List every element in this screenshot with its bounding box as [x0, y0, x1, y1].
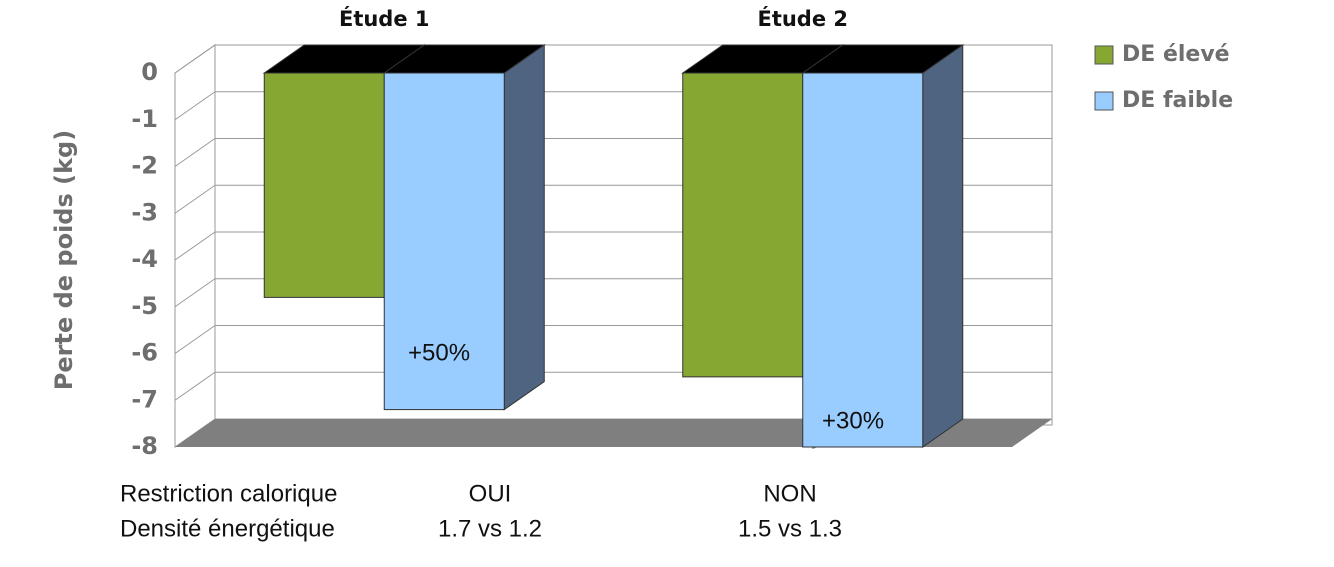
category-label: Étude 1: [339, 6, 430, 31]
table-cell: NON: [763, 480, 816, 507]
y-tick-label: -3: [131, 198, 158, 226]
table-cell: OUI: [469, 480, 512, 507]
bar: [802, 72, 924, 448]
grid-line: [174, 278, 216, 308]
grid-line: [174, 231, 216, 261]
table-cell: Restriction calorique: [120, 480, 337, 507]
grid-line: [174, 138, 216, 167]
y-tick-label: -4: [131, 245, 158, 273]
grid-line: [174, 325, 216, 354]
y-axis-label: Perte de poids (kg): [50, 130, 78, 390]
grid-line: [174, 371, 216, 401]
y-tick-label: -6: [131, 339, 158, 367]
legend-swatch: [1094, 45, 1114, 65]
legend-label: DE faible: [1122, 88, 1233, 113]
bar-side: [503, 44, 545, 411]
y-tick-label: -5: [131, 292, 158, 320]
y-tick-label: -8: [131, 432, 158, 460]
annotation: +50%: [408, 339, 470, 366]
grid-line: [174, 184, 216, 214]
annotation: +30%: [822, 407, 884, 434]
y-tick-label: -1: [131, 105, 158, 133]
grid-line: [174, 91, 216, 121]
y-tick-label: -2: [131, 152, 158, 180]
y-tick-label: -7: [131, 385, 158, 413]
table-cell: Densité énergétique: [120, 515, 335, 542]
bar: [383, 72, 505, 411]
legend-label: DE élevé: [1122, 42, 1230, 67]
table-cell: 1.5 vs 1.3: [738, 515, 842, 542]
bar: [263, 72, 385, 298]
table-cell: 1.7 vs 1.2: [438, 515, 542, 542]
legend-swatch: [1094, 91, 1114, 111]
category-label: Étude 2: [757, 6, 848, 31]
grid-line: [174, 44, 216, 74]
y-tick-label: 0: [141, 58, 158, 86]
bar: [682, 72, 804, 378]
bar-side: [922, 44, 964, 448]
